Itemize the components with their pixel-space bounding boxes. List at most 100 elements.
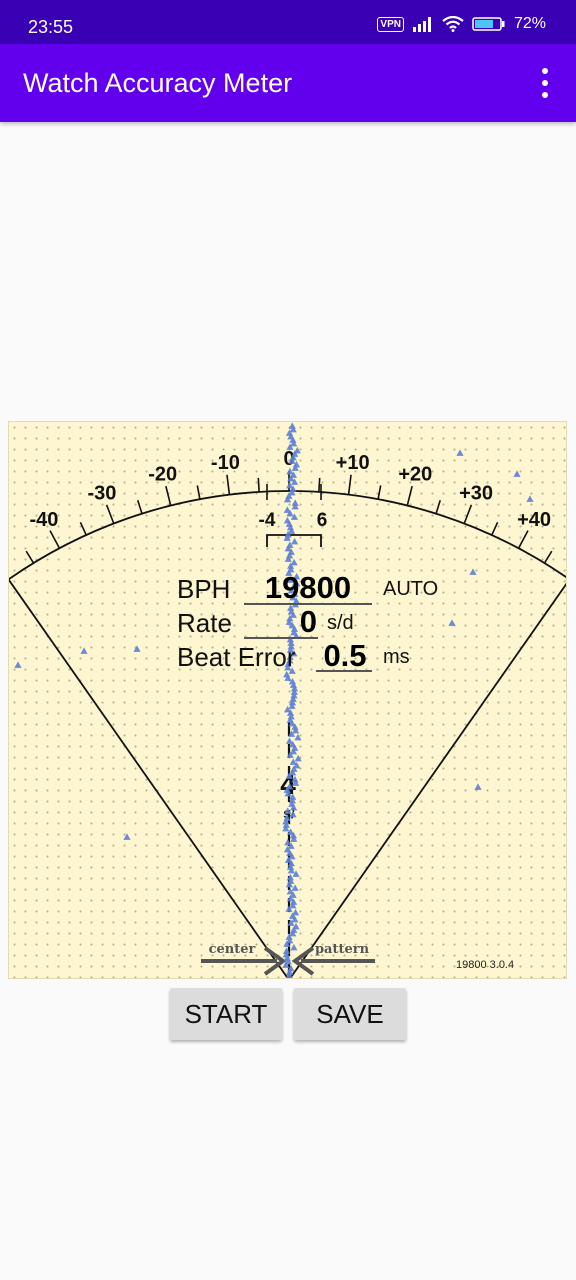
trace-marker [288, 852, 296, 860]
trace-marker [293, 579, 301, 587]
trace-marker [289, 768, 297, 776]
scale-label: -10 [211, 452, 240, 474]
outlier-marker [123, 833, 131, 840]
trace-marker [290, 926, 298, 933]
trace-marker [286, 887, 294, 895]
dial-arc [9, 490, 566, 581]
trace-marker [286, 873, 294, 881]
dial-tick [463, 504, 473, 524]
start-button[interactable]: START [170, 988, 282, 1040]
trace-marker [283, 940, 291, 947]
rate-unit: s/d [327, 612, 354, 634]
trace-marker [289, 425, 297, 433]
meter-panel: -50-40-30-20-100+10+20+30+40+50-464s/cen… [8, 421, 567, 979]
trace-marker [294, 754, 302, 762]
trace-marker [288, 796, 297, 804]
scale-label: -20 [148, 464, 177, 486]
trace-marker [293, 572, 301, 580]
dial-tick [226, 474, 231, 495]
scale-label: -30 [87, 483, 116, 505]
trace-marker [290, 478, 299, 485]
pattern-label: pattern [315, 942, 370, 957]
trace-marker [283, 534, 291, 541]
trace-marker [292, 870, 300, 877]
dial-right-edge [289, 582, 566, 978]
dial-tick [49, 530, 61, 549]
rate-value: 0 [299, 604, 317, 639]
trace-marker [288, 677, 297, 685]
trace-marker [291, 723, 299, 730]
trace-marker [289, 485, 297, 492]
trace-marker [289, 803, 298, 811]
dial-tick [377, 485, 382, 500]
scale-label: +30 [459, 483, 493, 505]
trace-marker [291, 499, 299, 506]
center-label: center [209, 942, 256, 957]
bph-value: 19800 [264, 570, 352, 605]
trace-marker [290, 943, 298, 951]
dial-left-edge [9, 578, 289, 978]
trace-marker [286, 509, 294, 517]
trace-marker [292, 597, 300, 604]
trace-marker [284, 674, 292, 681]
dial-tick [517, 530, 529, 549]
trace-marker [291, 779, 300, 786]
trace-marker [289, 758, 297, 765]
trace-marker [289, 611, 297, 618]
trace-marker [282, 817, 290, 825]
trace-marker [288, 698, 297, 706]
trace-marker [290, 537, 299, 545]
outlier-marker [469, 568, 477, 575]
trace-marker [288, 667, 296, 674]
trace-marker [288, 488, 296, 496]
trace-marker [290, 558, 298, 566]
center-arrow-head [263, 946, 287, 976]
bph-mode: AUTO [383, 578, 439, 600]
trace-marker [289, 891, 297, 898]
trace-marker [284, 544, 292, 552]
scale-label: +10 [336, 452, 370, 474]
trace-marker [283, 705, 292, 713]
outlier-marker [513, 470, 521, 477]
trace-marker [289, 810, 297, 818]
battery-percent: 72% [513, 15, 546, 32]
trace-marker [285, 772, 293, 779]
trace-marker [285, 737, 294, 744]
signal-icon [412, 17, 431, 32]
dial-tick [491, 521, 499, 536]
status-icons: VPN 72% [377, 15, 546, 33]
beat-error-unit: ms [383, 646, 410, 668]
trace-marker [286, 635, 294, 643]
outlier-marker [14, 661, 22, 668]
trace-marker [288, 702, 296, 709]
trace-marker [285, 618, 293, 625]
trace-marker [285, 905, 293, 912]
status-bar: 23:55 VPN 72% [0, 0, 576, 44]
trace-marker [287, 828, 295, 835]
rate-underline [244, 637, 318, 639]
trace-marker [291, 502, 299, 510]
trace-marker [287, 562, 295, 569]
trace-marker [288, 457, 296, 464]
trace-marker [291, 915, 299, 923]
overflow-menu-icon[interactable] [534, 68, 556, 98]
trace-marker [287, 866, 295, 874]
trace-marker [290, 835, 298, 842]
trace-marker [285, 933, 293, 940]
dial-tick [105, 504, 115, 524]
dial-tick [318, 477, 321, 492]
trace-marker [290, 649, 298, 657]
status-time: 23:55 [28, 17, 74, 37]
dial-tick [165, 485, 172, 506]
scale-label: +20 [398, 464, 432, 486]
trace-marker [287, 474, 295, 482]
trace-marker [289, 695, 297, 702]
trace-marker [284, 789, 292, 797]
trace-marker [290, 691, 298, 699]
save-button[interactable]: SAVE [294, 988, 406, 1040]
trace-marker [286, 863, 295, 870]
trace-marker [285, 968, 294, 975]
bph-underline [244, 603, 372, 605]
trace-marker [286, 709, 295, 716]
trace-marker [283, 954, 291, 961]
